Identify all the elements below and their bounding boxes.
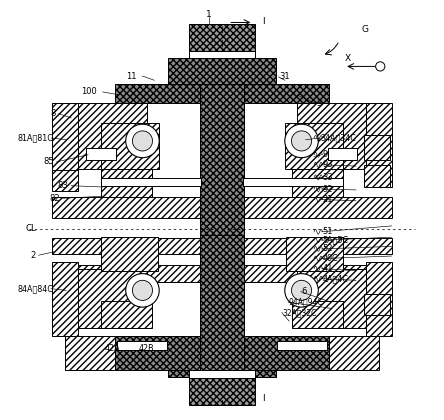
Circle shape bbox=[376, 62, 385, 71]
Text: X: X bbox=[345, 54, 351, 63]
Text: 81A～81C: 81A～81C bbox=[18, 134, 54, 142]
Circle shape bbox=[292, 131, 312, 151]
Circle shape bbox=[132, 131, 152, 151]
Text: 8: 8 bbox=[51, 109, 56, 118]
Text: G: G bbox=[362, 26, 369, 34]
Bar bbox=[65, 336, 115, 370]
Bar bbox=[101, 178, 201, 186]
Bar bbox=[189, 370, 255, 378]
Text: CL: CL bbox=[25, 224, 36, 234]
Bar bbox=[65, 270, 147, 328]
Bar bbox=[297, 103, 379, 169]
Bar bbox=[168, 370, 276, 378]
Bar bbox=[52, 262, 79, 336]
Bar bbox=[52, 238, 392, 254]
Text: I: I bbox=[262, 394, 264, 403]
Bar bbox=[243, 178, 343, 186]
Text: 34A～34C: 34A～34C bbox=[321, 134, 356, 142]
Bar bbox=[52, 265, 392, 282]
Circle shape bbox=[126, 273, 159, 307]
Text: 84A～84C: 84A～84C bbox=[18, 284, 54, 293]
Bar bbox=[200, 84, 244, 235]
Text: 100: 100 bbox=[81, 87, 96, 97]
Text: 82: 82 bbox=[49, 194, 59, 203]
Text: 31: 31 bbox=[280, 71, 290, 81]
Bar bbox=[365, 165, 390, 187]
Text: 93: 93 bbox=[322, 160, 333, 169]
Text: 2: 2 bbox=[31, 251, 36, 260]
Circle shape bbox=[285, 273, 318, 307]
Bar bbox=[365, 294, 390, 315]
Bar bbox=[101, 301, 152, 328]
Text: 51: 51 bbox=[322, 227, 333, 236]
Text: 92: 92 bbox=[322, 184, 333, 194]
Bar bbox=[189, 51, 255, 58]
Bar bbox=[52, 197, 392, 218]
Bar bbox=[86, 148, 116, 160]
Text: 94A～94C: 94A～94C bbox=[289, 298, 324, 307]
Bar bbox=[101, 123, 159, 169]
Circle shape bbox=[285, 124, 318, 158]
Text: 40C: 40C bbox=[322, 254, 338, 263]
Bar bbox=[101, 169, 152, 197]
Circle shape bbox=[126, 124, 159, 158]
Text: 11: 11 bbox=[126, 71, 136, 81]
Bar bbox=[115, 336, 329, 370]
Text: 21: 21 bbox=[322, 195, 333, 204]
Bar bbox=[116, 341, 167, 350]
Bar bbox=[328, 148, 357, 160]
Bar bbox=[52, 170, 79, 191]
Bar bbox=[65, 103, 147, 169]
Text: 1: 1 bbox=[206, 10, 211, 19]
Text: 33: 33 bbox=[322, 173, 333, 182]
Bar bbox=[297, 270, 379, 328]
Bar bbox=[277, 341, 328, 350]
Bar bbox=[292, 169, 343, 197]
Bar bbox=[189, 378, 255, 404]
Bar bbox=[168, 58, 276, 84]
Text: 9: 9 bbox=[322, 150, 328, 159]
Bar bbox=[52, 103, 79, 187]
Text: 42A: 42A bbox=[104, 344, 120, 353]
Bar bbox=[365, 103, 392, 187]
Text: 4A～4C: 4A～4C bbox=[322, 274, 349, 283]
Text: 32A～32C: 32A～32C bbox=[283, 308, 317, 317]
Bar bbox=[365, 262, 392, 336]
Bar bbox=[365, 135, 390, 160]
Text: I: I bbox=[262, 17, 264, 26]
Text: 42B: 42B bbox=[139, 344, 155, 353]
Circle shape bbox=[132, 280, 152, 300]
Bar bbox=[101, 237, 159, 271]
Text: 41: 41 bbox=[322, 264, 333, 273]
Bar bbox=[285, 123, 343, 169]
Text: 52: 52 bbox=[322, 244, 333, 253]
Text: 5A～5C: 5A～5C bbox=[322, 236, 349, 244]
Bar bbox=[285, 237, 343, 271]
Bar bbox=[115, 84, 329, 103]
Bar bbox=[292, 301, 343, 328]
Text: 83: 83 bbox=[58, 181, 68, 190]
Circle shape bbox=[292, 280, 312, 300]
Text: 6: 6 bbox=[301, 287, 307, 296]
Bar bbox=[189, 24, 255, 51]
Text: 3: 3 bbox=[316, 99, 321, 108]
Bar bbox=[329, 336, 379, 370]
Bar bbox=[200, 235, 244, 370]
Text: 85: 85 bbox=[43, 158, 54, 166]
